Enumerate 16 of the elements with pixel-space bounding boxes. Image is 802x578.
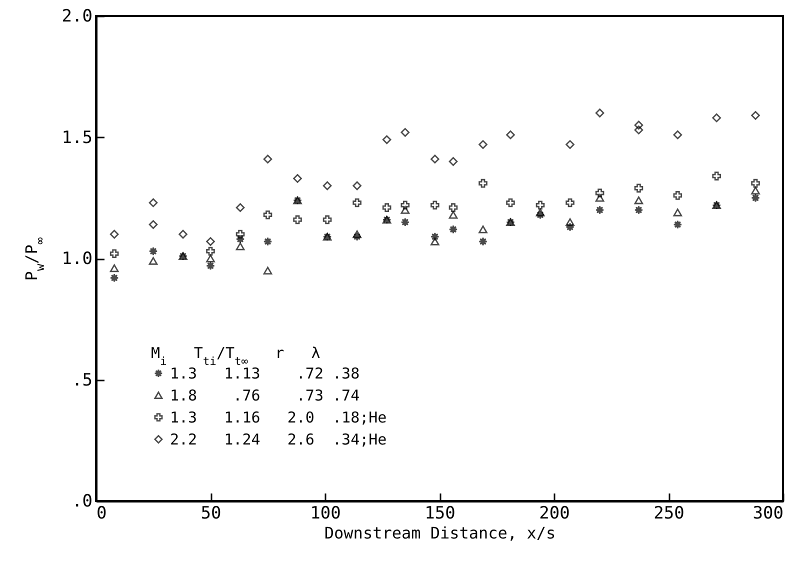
y-tick-label: 2.0 [62,6,92,26]
legend-label: 1.8 .76 .73 .74 [170,386,360,404]
x-tick-label: 0 [96,504,107,524]
y-tick-label: 1.5 [62,128,92,148]
x-axis-title: Downstream Distance, x/s [324,524,556,542]
x-tick-label: 250 [654,504,684,524]
y-tick-label: .0 [72,492,92,512]
x-tick-label: 100 [310,504,341,524]
x-tick-label: 150 [424,504,456,524]
x-tick-label: 50 [200,504,222,524]
x-tick-label: 300 [752,504,784,524]
x-tick-label: 200 [539,504,570,524]
y-tick-label: 1.0 [62,249,92,269]
y-tick-label: .5 [72,370,92,390]
legend-label: 1.3 1.16 2.0 .18;He [170,408,387,426]
legend-label: 2.2 1.24 2.6 .34;He [170,430,387,448]
